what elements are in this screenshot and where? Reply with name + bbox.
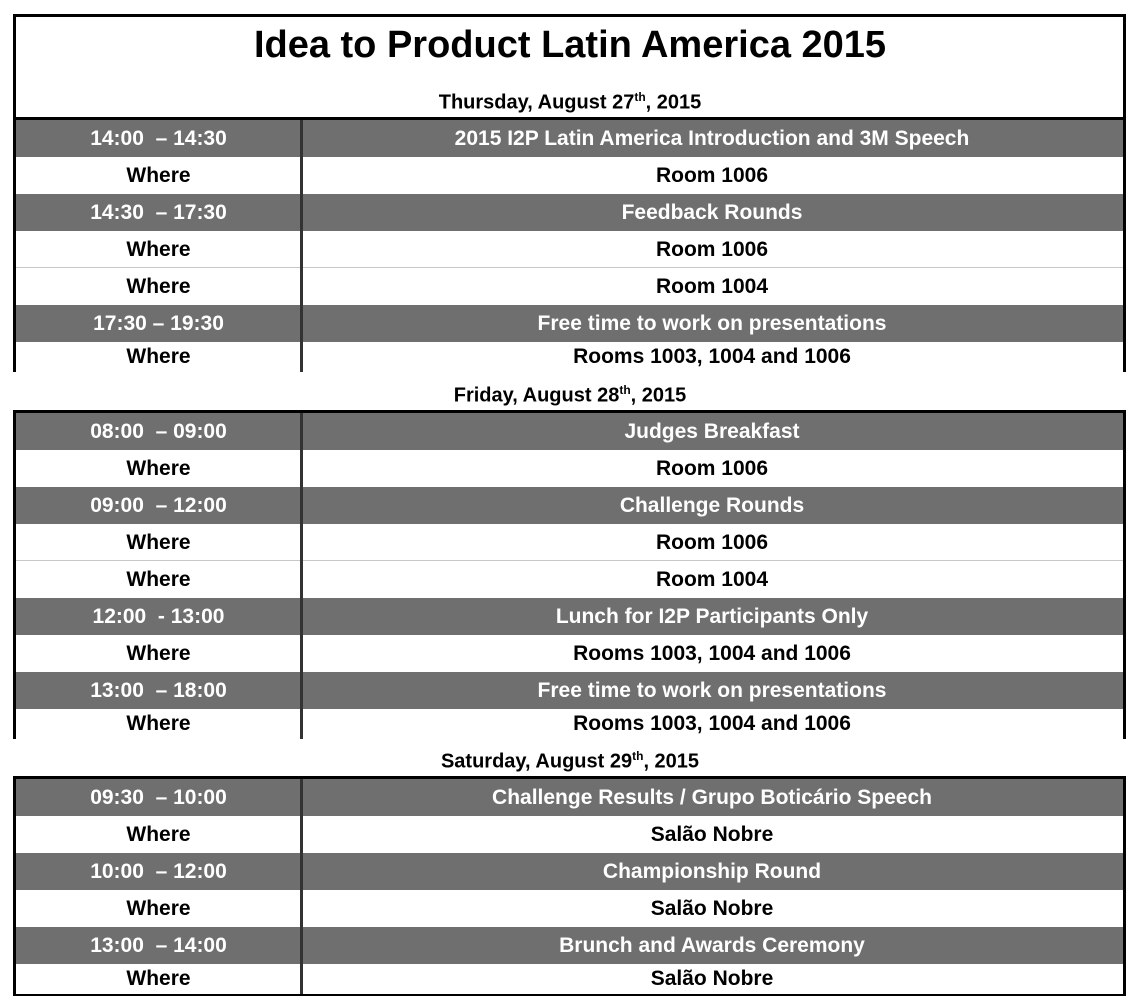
where-label: Where [16,342,301,372]
session-title: Brunch and Awards Ceremony [301,927,1123,964]
where-label: Where [16,524,301,561]
where-room: Salão Nobre [301,964,1123,994]
heading-sup: th [619,383,631,397]
session-time: 14:30 – 17:30 [16,194,301,231]
heading-text: Friday, August 28 [453,384,620,407]
where-label: Where [16,964,301,994]
where-room: Salão Nobre [301,816,1123,853]
day-heading: Saturday, August 29th, 2015 [0,749,1140,774]
where-room: Room 1006 [301,450,1123,487]
heading-sup: th [634,90,646,104]
session-title: 2015 I2P Latin America Introduction and … [301,120,1123,157]
session-time: 17:30 – 19:30 [16,305,301,342]
where-label: Where [16,890,301,927]
column-divider [300,413,303,739]
session-time: 12:00 - 13:00 [16,598,301,635]
where-label: Where [16,561,301,598]
where-label: Where [16,450,301,487]
session-title: Challenge Results / Grupo Boticário Spee… [301,779,1123,816]
where-room: Salão Nobre [301,890,1123,927]
session-title: Championship Round [301,853,1123,890]
where-room: Rooms 1003, 1004 and 1006 [301,709,1123,739]
where-label: Where [16,268,301,305]
where-room: Room 1004 [301,561,1123,598]
session-title: Feedback Rounds [301,194,1123,231]
where-label: Where [16,231,301,268]
session-title: Free time to work on presentations [301,305,1123,342]
column-divider [300,120,303,372]
where-room: Rooms 1003, 1004 and 1006 [301,342,1123,372]
where-room: Room 1006 [301,157,1123,194]
title: Idea to Product Latin America 2015 [253,24,887,66]
session-time: 13:00 – 18:00 [16,672,301,709]
session-title: Challenge Rounds [301,487,1123,524]
session-time: 09:30 – 10:00 [16,779,301,816]
where-label: Where [16,816,301,853]
day-heading: Friday, August 28th, 2015 [0,383,1140,408]
session-time: 08:00 – 09:00 [16,413,301,450]
heading-text: , 2015 [645,91,702,114]
where-room: Rooms 1003, 1004 and 1006 [301,635,1123,672]
session-time: 10:00 – 12:00 [16,853,301,890]
heading-text: , 2015 [643,750,700,773]
heading-text: , 2015 [630,384,687,407]
where-room: Room 1004 [301,268,1123,305]
session-time: 09:00 – 12:00 [16,487,301,524]
session-title: Judges Breakfast [301,413,1123,450]
heading-text: Thursday, August 27 [438,91,635,114]
header-rule [16,117,1123,120]
heading-sup: th [632,749,644,763]
session-title: Lunch for I2P Participants Only [301,598,1123,635]
where-room: Room 1006 [301,524,1123,561]
session-title: Free time to work on presentations [301,672,1123,709]
day-box [13,776,1126,996]
session-time: 14:00 – 14:30 [16,120,301,157]
day-heading: Thursday, August 27th, 2015 [0,90,1140,115]
where-label: Where [16,157,301,194]
heading-text: Saturday, August 29 [440,750,633,773]
where-label: Where [16,709,301,739]
where-room: Room 1006 [301,231,1123,268]
where-label: Where [16,635,301,672]
column-divider [300,779,303,994]
session-time: 13:00 – 14:00 [16,927,301,964]
